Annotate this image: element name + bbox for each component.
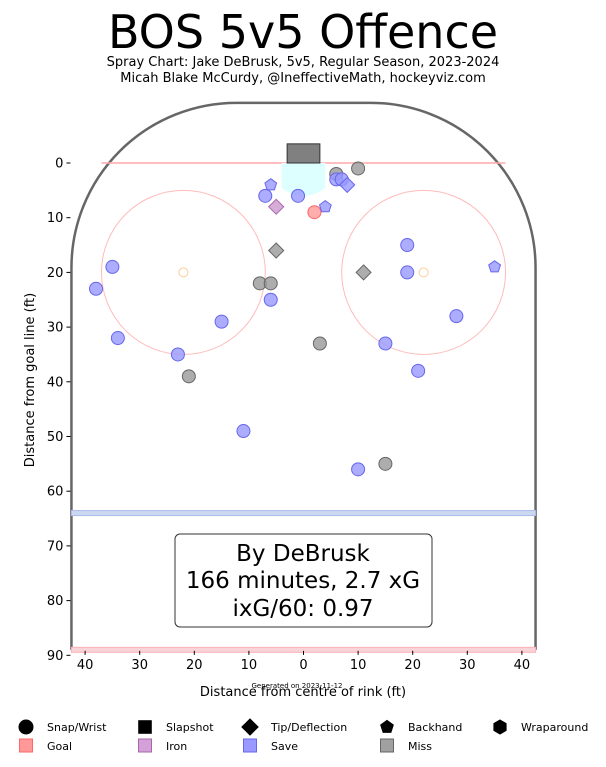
y-axis-label: Distance from goal line (ft) xyxy=(23,293,38,467)
shot-marker-miss xyxy=(312,336,327,351)
legend-shape-label: Wraparound xyxy=(521,721,588,734)
x-tick-label: 20 xyxy=(186,658,203,673)
x-axis-label: Distance from centre of rink (ft) xyxy=(200,685,406,700)
y-tick-label: 70 xyxy=(47,539,64,554)
summary-box: By DeBrusk 166 minutes, 2.7 xG ixG/60: 0… xyxy=(174,533,433,628)
y-tick-label: 80 xyxy=(47,594,64,609)
shot-marker-save xyxy=(105,259,120,274)
shot-marker-save xyxy=(488,260,502,273)
shot-marker-miss xyxy=(351,161,366,176)
x-tick-label: 40 xyxy=(77,658,94,673)
summary-toi-xg: 166 minutes, 2.7 xG xyxy=(186,568,420,594)
shot-marker-save xyxy=(263,292,278,307)
rink-boards xyxy=(70,101,537,650)
y-tick-label: 20 xyxy=(47,266,64,281)
legend-shape-label: Tip/Deflection xyxy=(270,721,347,734)
faceoff-circle-right xyxy=(341,189,507,355)
x-tick-label: 10 xyxy=(241,658,258,673)
legend-pentagon-icon xyxy=(380,719,394,733)
legend-goal-swatch xyxy=(19,738,33,753)
shot-marker-save xyxy=(236,424,251,439)
shot-marker-goal xyxy=(307,205,322,220)
y-tick-label: 50 xyxy=(47,430,64,445)
shot-marker-iron xyxy=(267,198,285,215)
faceoff-dot-right xyxy=(418,267,429,278)
shot-marker-save xyxy=(411,363,426,378)
rink-chart: Distance from goal line (ft) Distance fr… xyxy=(23,101,537,701)
x-tick-label: 30 xyxy=(459,658,476,673)
rink-layer xyxy=(70,101,537,653)
legend-outcome-label: Save xyxy=(271,740,298,753)
shot-marker-save xyxy=(214,314,229,329)
x-tick-label: 40 xyxy=(514,658,531,673)
y-tick-label: 60 xyxy=(47,485,64,500)
y-tick-label: 0 xyxy=(55,157,63,172)
shot-marker-save xyxy=(400,265,415,280)
legend-miss-swatch xyxy=(380,738,394,753)
x-tick-label: 20 xyxy=(404,658,421,673)
legend-save-swatch xyxy=(243,738,257,753)
legend-square-icon xyxy=(138,720,152,734)
y-tick-label: 40 xyxy=(47,375,64,390)
chart-subtitle: Spray Chart: Jake DeBrusk, 5v5, Regular … xyxy=(106,55,500,70)
shot-marker-save xyxy=(291,188,306,203)
shot-marker-miss xyxy=(181,369,196,384)
shot-marker-save xyxy=(449,309,464,324)
shot-marker-save xyxy=(351,462,366,477)
shot-marker-save xyxy=(264,178,278,191)
legend: Snap/Wrist Slapshot Tip/Deflection Backhand… xyxy=(18,718,588,753)
legend-iron-swatch xyxy=(138,738,152,753)
x-tick-label: 0 xyxy=(299,658,307,673)
shots-layer xyxy=(89,161,502,477)
shot-marker-miss xyxy=(263,276,278,291)
legend-shape-label: Slapshot xyxy=(166,721,214,734)
shot-marker-save xyxy=(338,176,356,194)
summary-player: By DeBrusk xyxy=(236,541,370,567)
shot-marker-save xyxy=(89,281,104,296)
x-tick-label: 30 xyxy=(131,658,148,673)
shot-marker-miss xyxy=(355,264,372,281)
summary-ixg-rate: ixG/60: 0.97 xyxy=(232,596,373,622)
chart-title: BOS 5v5 Offence xyxy=(107,5,499,59)
legend-circle-icon xyxy=(18,719,34,735)
faceoff-circle-left xyxy=(100,189,266,355)
generated-note: Generated on 2023-11-12 xyxy=(252,682,343,690)
y-tick-label: 10 xyxy=(47,211,64,226)
shot-marker-miss xyxy=(267,242,285,259)
shot-marker-save xyxy=(258,188,273,203)
legend-outcome-label: Iron xyxy=(166,740,187,753)
legend-outcome-label: Miss xyxy=(408,740,432,753)
shot-marker-save xyxy=(318,199,332,213)
faceoff-dot-left xyxy=(178,267,189,278)
shot-marker-save xyxy=(170,347,185,362)
legend-hexagon-icon xyxy=(493,719,507,735)
shot-marker-save xyxy=(378,336,393,351)
y-tick-label: 30 xyxy=(47,321,64,336)
shot-marker-save xyxy=(110,331,125,346)
legend-diamond-icon xyxy=(241,718,259,736)
legend-shape-label: Snap/Wrist xyxy=(47,721,107,734)
x-tick-label: 10 xyxy=(350,658,367,673)
shot-marker-miss xyxy=(378,456,393,471)
summary-box-frame xyxy=(174,533,433,628)
y-tick-label: 90 xyxy=(47,649,64,664)
axes-layer: Distance from goal line (ft) Distance fr… xyxy=(23,157,530,701)
chart-credit: Micah Blake McCurdy, @IneffectiveMath, h… xyxy=(120,71,486,86)
legend-shape-label: Backhand xyxy=(408,721,462,734)
goal-crease xyxy=(281,163,326,196)
goal-net xyxy=(286,143,321,164)
blue-line xyxy=(70,510,537,517)
shot-marker-save xyxy=(400,238,415,253)
legend-outcome-label: Goal xyxy=(47,740,72,753)
